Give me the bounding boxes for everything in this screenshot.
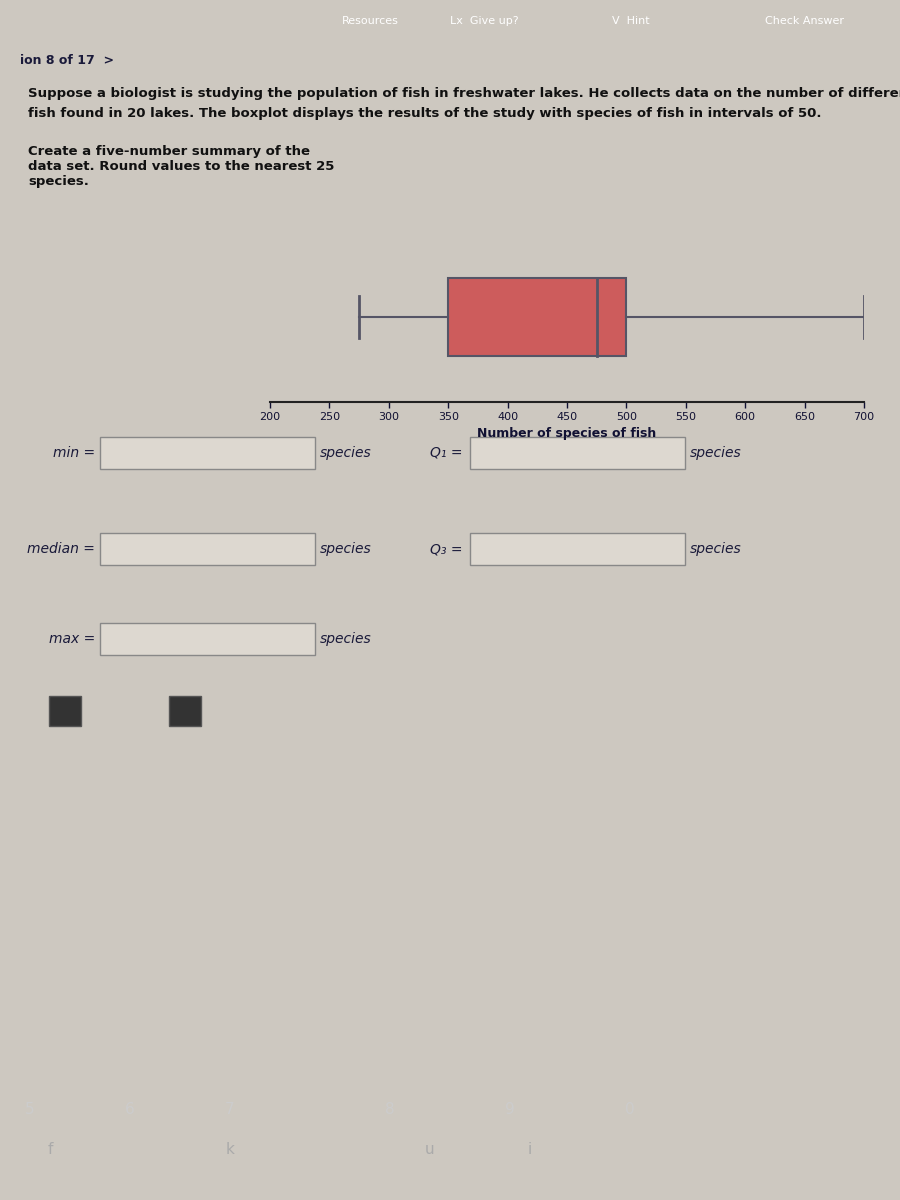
Text: 8: 8 bbox=[385, 1103, 395, 1117]
Text: Q₃ =: Q₃ = bbox=[429, 542, 462, 556]
Text: ion 8 of 17  >: ion 8 of 17 > bbox=[20, 54, 114, 66]
Text: 0: 0 bbox=[626, 1103, 634, 1117]
Text: median =: median = bbox=[27, 542, 95, 556]
Text: max =: max = bbox=[49, 632, 95, 646]
Text: species: species bbox=[320, 446, 372, 460]
Text: fish found in 20 lakes. The boxplot displays the results of the study with speci: fish found in 20 lakes. The boxplot disp… bbox=[28, 107, 822, 120]
Text: Lx  Give up?: Lx Give up? bbox=[450, 16, 518, 26]
Text: k: k bbox=[226, 1142, 234, 1158]
FancyBboxPatch shape bbox=[100, 623, 315, 655]
Text: 6: 6 bbox=[125, 1103, 135, 1117]
Text: Q₁ =: Q₁ = bbox=[429, 446, 462, 460]
FancyBboxPatch shape bbox=[169, 696, 201, 726]
Text: species: species bbox=[320, 632, 372, 646]
Text: species: species bbox=[690, 446, 742, 460]
FancyBboxPatch shape bbox=[100, 533, 315, 565]
Text: V  Hint: V Hint bbox=[612, 16, 650, 26]
FancyBboxPatch shape bbox=[470, 437, 685, 469]
Text: species: species bbox=[320, 542, 372, 556]
Text: Create a five-number summary of the
data set. Round values to the nearest 25
spe: Create a five-number summary of the data… bbox=[28, 145, 335, 188]
FancyBboxPatch shape bbox=[470, 533, 685, 565]
Text: u: u bbox=[425, 1142, 435, 1158]
Text: i: i bbox=[528, 1142, 532, 1158]
Text: Resources: Resources bbox=[342, 16, 399, 26]
Text: 5: 5 bbox=[25, 1103, 35, 1117]
FancyBboxPatch shape bbox=[100, 437, 315, 469]
FancyBboxPatch shape bbox=[49, 696, 81, 726]
X-axis label: Number of species of fish: Number of species of fish bbox=[477, 427, 657, 440]
Text: 7: 7 bbox=[225, 1103, 235, 1117]
Text: f: f bbox=[48, 1142, 53, 1158]
Text: 9: 9 bbox=[505, 1103, 515, 1117]
Text: Check Answer: Check Answer bbox=[765, 16, 844, 26]
Text: min =: min = bbox=[53, 446, 95, 460]
Text: species: species bbox=[690, 542, 742, 556]
Text: Suppose a biologist is studying the population of fish in freshwater lakes. He c: Suppose a biologist is studying the popu… bbox=[28, 88, 900, 100]
Bar bbox=[448, 278, 626, 355]
